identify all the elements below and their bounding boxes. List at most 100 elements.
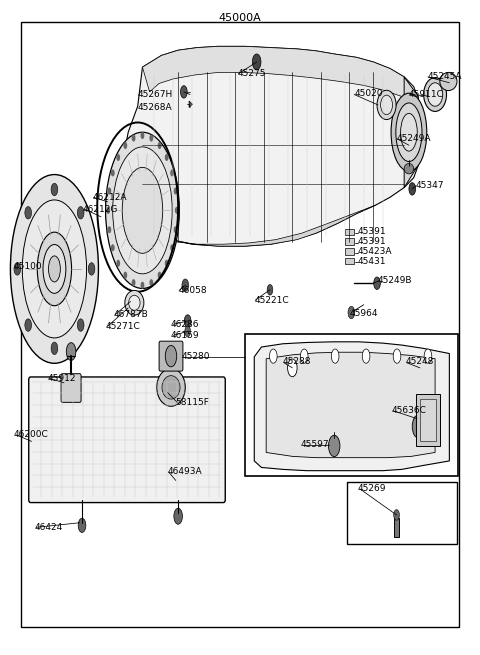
Ellipse shape [78, 518, 86, 533]
Ellipse shape [184, 315, 191, 328]
Ellipse shape [77, 319, 84, 331]
Text: 45288: 45288 [283, 357, 312, 366]
Ellipse shape [25, 319, 32, 331]
Ellipse shape [404, 164, 414, 174]
Text: 45911C: 45911C [409, 90, 444, 99]
Ellipse shape [111, 170, 115, 176]
Ellipse shape [269, 349, 277, 364]
Ellipse shape [37, 232, 72, 306]
Ellipse shape [412, 415, 425, 438]
Ellipse shape [132, 134, 135, 141]
Ellipse shape [123, 142, 127, 149]
Ellipse shape [129, 295, 140, 310]
Text: 45347: 45347 [415, 181, 444, 190]
Text: 45271C: 45271C [106, 322, 141, 331]
Text: 45100: 45100 [14, 263, 43, 271]
Polygon shape [404, 77, 419, 187]
Text: 45020: 45020 [354, 88, 383, 98]
Text: 46787B: 46787B [114, 310, 149, 319]
Bar [345, 248, 354, 255]
Text: 45275: 45275 [238, 69, 266, 78]
Ellipse shape [394, 510, 399, 520]
Ellipse shape [162, 376, 180, 399]
Ellipse shape [149, 279, 153, 286]
Ellipse shape [43, 244, 66, 293]
Ellipse shape [377, 90, 396, 120]
Ellipse shape [288, 359, 297, 377]
Ellipse shape [348, 307, 355, 319]
Ellipse shape [331, 349, 339, 364]
FancyBboxPatch shape [29, 377, 225, 502]
Text: 45391: 45391 [358, 227, 386, 236]
FancyBboxPatch shape [61, 374, 81, 402]
Bar [416, 394, 440, 446]
Polygon shape [123, 191, 376, 246]
Ellipse shape [116, 260, 120, 267]
Bar [394, 517, 399, 537]
Ellipse shape [424, 77, 446, 111]
Ellipse shape [125, 290, 144, 315]
Ellipse shape [11, 174, 98, 364]
Ellipse shape [185, 326, 191, 337]
Ellipse shape [267, 284, 273, 295]
Ellipse shape [51, 183, 58, 196]
Ellipse shape [106, 207, 110, 214]
Ellipse shape [165, 260, 168, 267]
Text: 46286: 46286 [171, 320, 200, 329]
Text: 45431: 45431 [358, 257, 386, 266]
Polygon shape [254, 342, 449, 471]
Ellipse shape [174, 187, 178, 195]
Ellipse shape [51, 342, 58, 354]
Ellipse shape [174, 226, 178, 233]
Polygon shape [143, 47, 419, 100]
Ellipse shape [328, 436, 340, 457]
Ellipse shape [132, 279, 135, 286]
Text: 45636C: 45636C [391, 406, 426, 415]
Ellipse shape [108, 226, 111, 233]
Text: 45597: 45597 [301, 440, 330, 449]
Ellipse shape [158, 272, 161, 279]
Ellipse shape [116, 154, 120, 161]
Text: 45268A: 45268A [138, 103, 172, 112]
Ellipse shape [381, 95, 393, 115]
Ellipse shape [122, 168, 163, 253]
Ellipse shape [141, 282, 144, 289]
Ellipse shape [180, 86, 187, 98]
Text: 45249A: 45249A [397, 134, 432, 143]
FancyBboxPatch shape [159, 341, 183, 371]
Ellipse shape [165, 154, 168, 161]
Polygon shape [189, 101, 192, 107]
Ellipse shape [174, 508, 182, 524]
Text: 46159: 46159 [171, 331, 200, 340]
Ellipse shape [252, 54, 261, 70]
Ellipse shape [362, 349, 370, 364]
Ellipse shape [157, 369, 185, 406]
Ellipse shape [170, 244, 174, 252]
Ellipse shape [111, 244, 115, 252]
Ellipse shape [123, 272, 127, 279]
Text: 46493A: 46493A [168, 468, 202, 476]
Ellipse shape [66, 343, 76, 360]
Ellipse shape [14, 263, 21, 275]
Text: 46212G: 46212G [83, 204, 119, 214]
Ellipse shape [374, 277, 380, 290]
Ellipse shape [401, 113, 417, 151]
Ellipse shape [391, 93, 427, 172]
Ellipse shape [182, 279, 189, 291]
Ellipse shape [409, 183, 416, 195]
Text: 45249B: 45249B [378, 276, 412, 285]
Bar [347, 481, 457, 544]
Bar [345, 238, 354, 245]
Ellipse shape [393, 349, 401, 364]
Text: 45267H: 45267H [138, 90, 173, 99]
Text: 46212A: 46212A [93, 193, 127, 202]
Text: 45221C: 45221C [254, 295, 289, 305]
Ellipse shape [175, 207, 179, 214]
Text: 45964: 45964 [349, 309, 378, 318]
Bar [420, 399, 436, 441]
Ellipse shape [88, 263, 95, 275]
Ellipse shape [424, 349, 432, 364]
Ellipse shape [149, 134, 153, 141]
Text: 45280: 45280 [182, 352, 210, 362]
Ellipse shape [396, 103, 422, 162]
